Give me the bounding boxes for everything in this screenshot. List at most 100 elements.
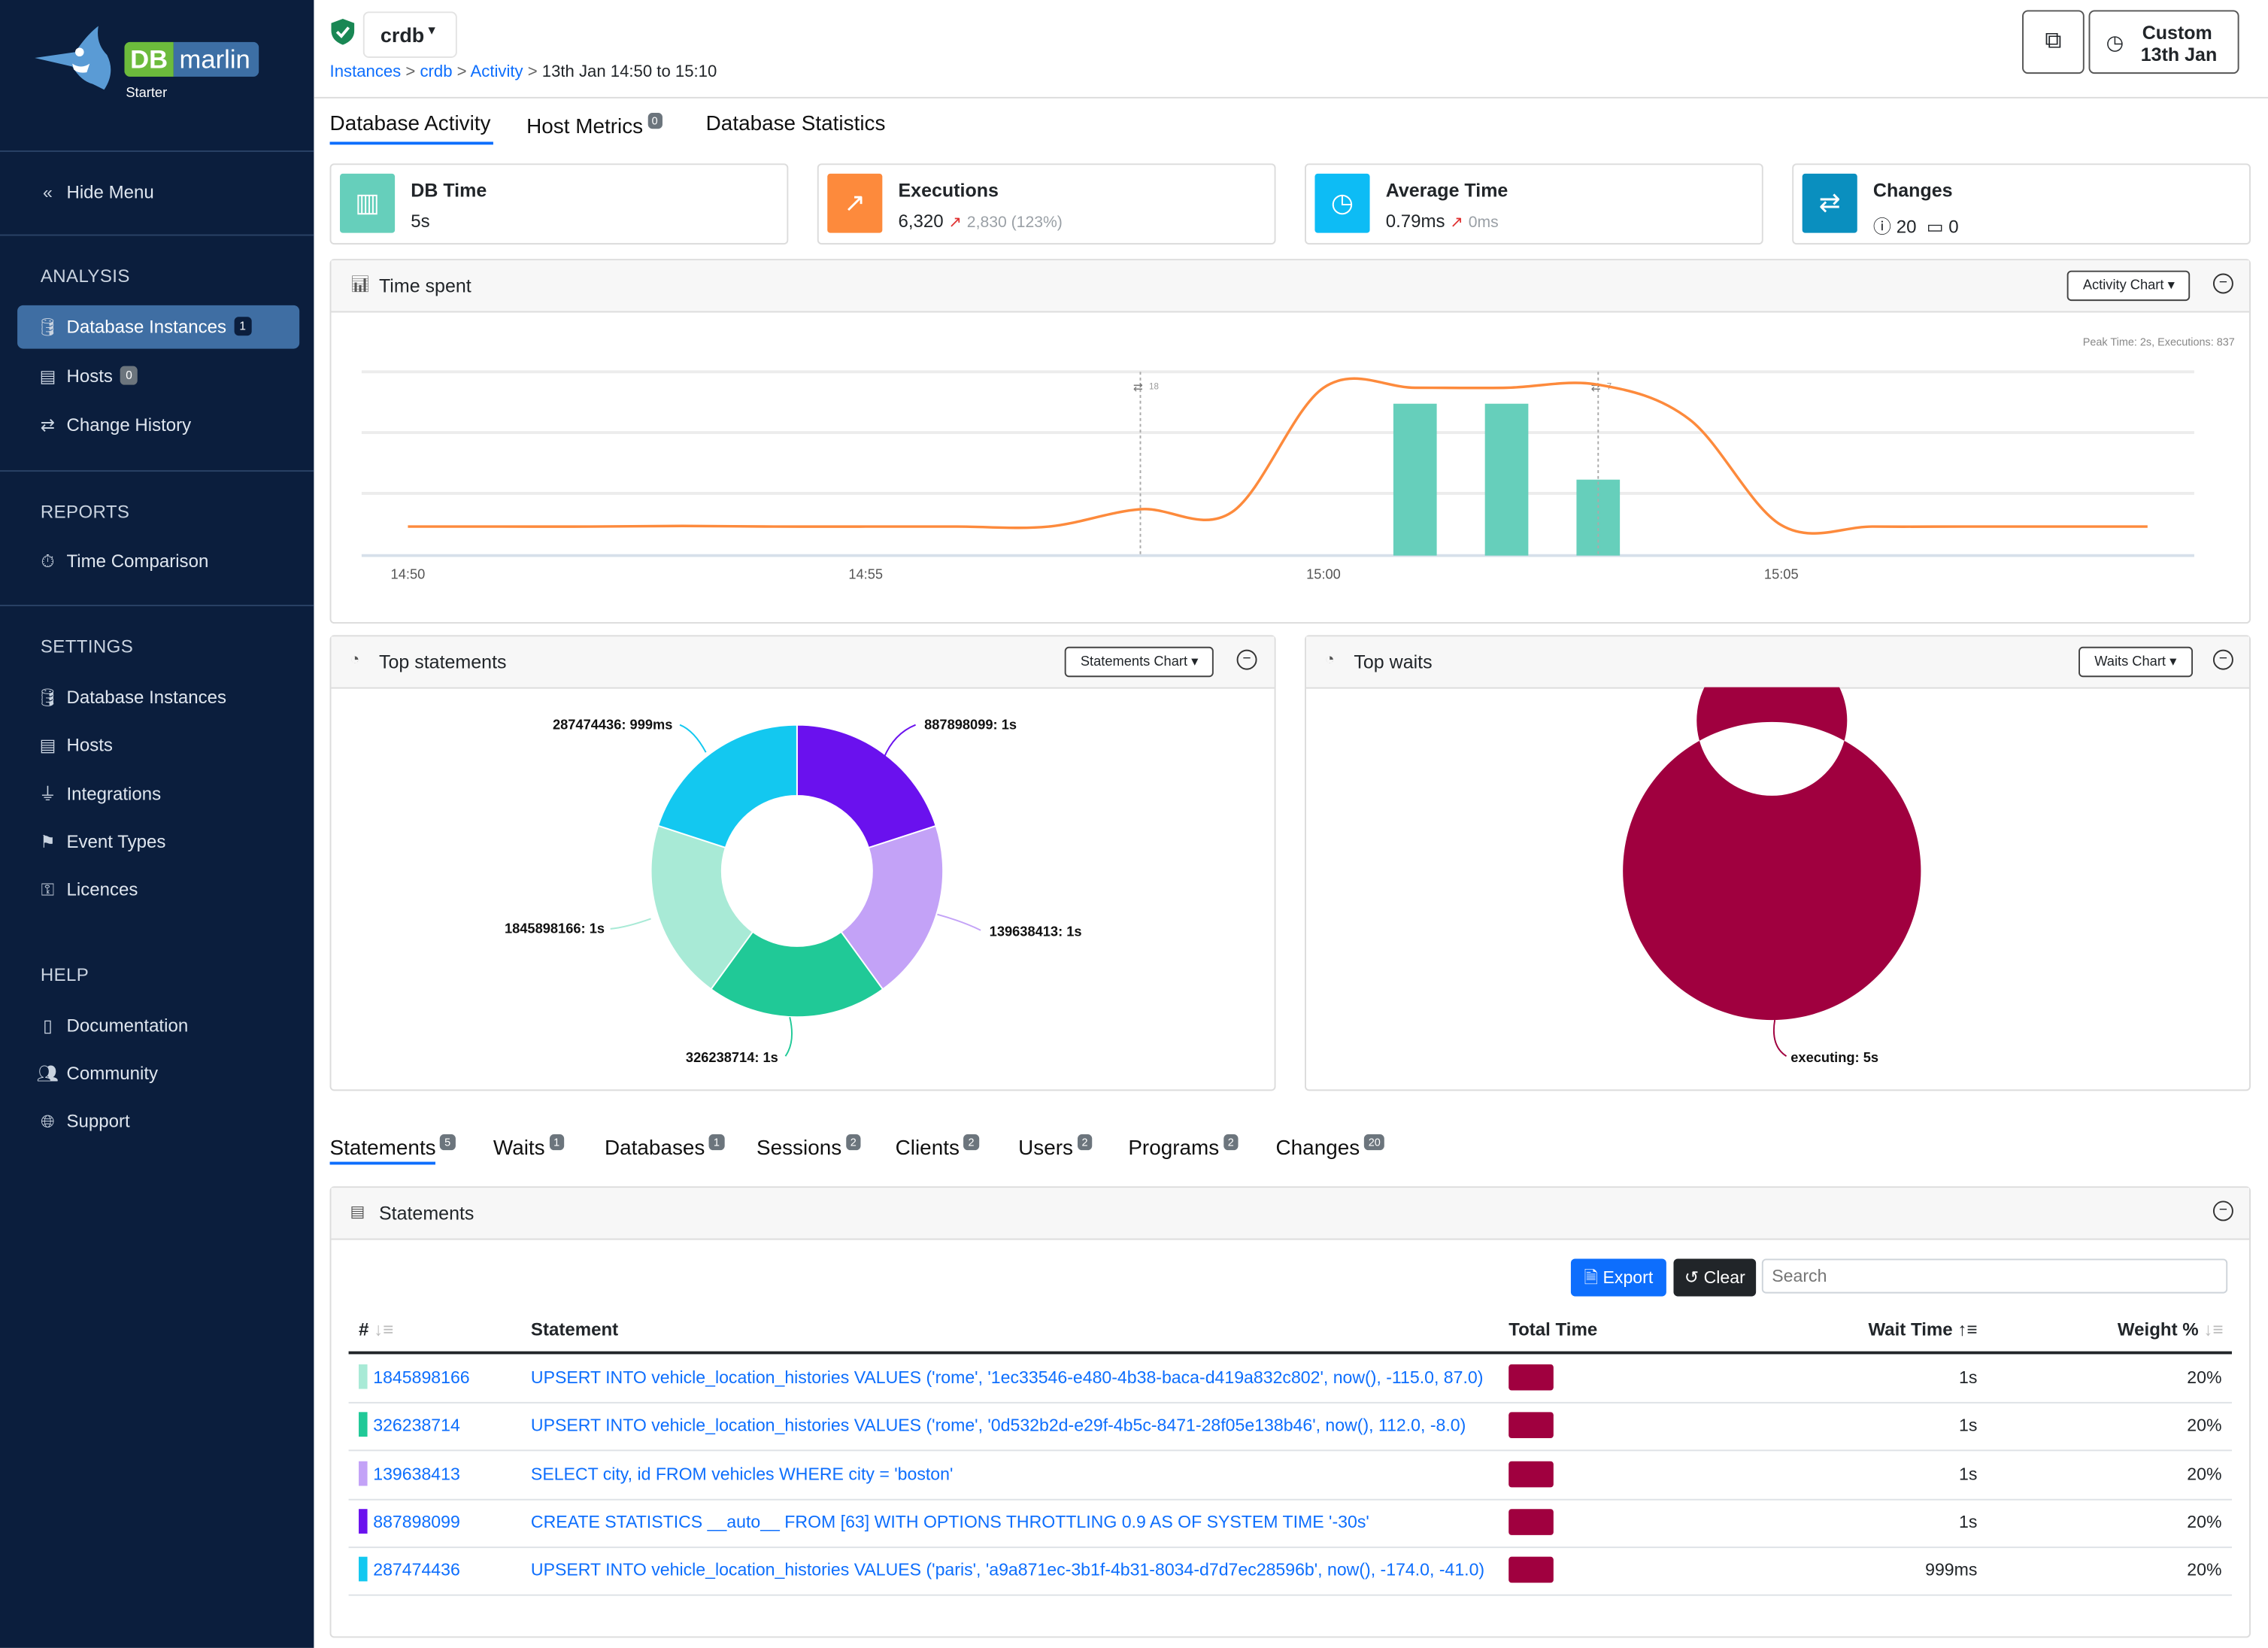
- tab-label: Host Metrics: [526, 115, 644, 139]
- statement-text-link[interactable]: UPSERT INTO vehicle_location_histories V…: [530, 1559, 1485, 1580]
- statement-id-link[interactable]: 887898099: [373, 1511, 460, 1532]
- color-swatch: [359, 1460, 368, 1486]
- logo[interactable]: [32, 23, 133, 103]
- arrow-up-icon: ↗: [948, 214, 963, 232]
- chevrons-left-icon: «: [43, 182, 53, 203]
- x-tick-label: 14:55: [848, 566, 883, 581]
- statement-id-link[interactable]: 139638413: [373, 1463, 460, 1484]
- tab-clients[interactable]: Clients 2: [896, 1134, 979, 1161]
- change-marker-count: 18: [1149, 382, 1159, 391]
- donut-slice[interactable]: [1623, 687, 1921, 1020]
- sidebar-item-hosts[interactable]: ▤ Hosts 0: [17, 354, 299, 398]
- sidebar-item-database-instances[interactable]: 🛢︎ Database Instances: [17, 675, 299, 719]
- wait-time: 1s: [1959, 1367, 1978, 1388]
- collapse-button[interactable]: −: [2212, 1200, 2233, 1222]
- time-range-line2: 13th Jan: [2140, 43, 2218, 65]
- table-row: 1845898166 UPSERT INTO vehicle_location_…: [348, 1354, 2232, 1404]
- column-header-statement[interactable]: Statement: [530, 1319, 619, 1340]
- activity-chart-dropdown[interactable]: Activity Chart ▾: [2066, 270, 2191, 302]
- column-header-wait-time[interactable]: Wait Time ↑≡: [1868, 1319, 1977, 1340]
- instance-dropdown[interactable]: crdb ▾: [362, 11, 457, 58]
- chart-icon: 📊︎: [350, 276, 371, 294]
- tab-waits[interactable]: Waits 1: [493, 1134, 564, 1161]
- breadcrumb-instances[interactable]: Instances: [329, 63, 402, 81]
- clear-button[interactable]: ↺ Clear: [1673, 1258, 1757, 1297]
- sort-icon: ↓≡: [374, 1319, 394, 1340]
- sidebar-item-database-instances[interactable]: 🛢︎ Database Instances 1: [17, 305, 300, 349]
- sidebar-item-event-types[interactable]: ⚑ Event Types: [17, 821, 299, 864]
- hide-menu-button[interactable]: « Hide Menu: [17, 171, 299, 214]
- donut-slice[interactable]: [650, 824, 754, 991]
- statement-id-link[interactable]: 1845898166: [373, 1367, 470, 1388]
- breadcrumb-activity[interactable]: Activity: [470, 63, 523, 81]
- logo-marlin: marlin: [173, 41, 259, 77]
- sidebar-item-label: Database Instances: [66, 317, 227, 338]
- collapse-button[interactable]: −: [2212, 649, 2233, 670]
- sidebar-item-change-history[interactable]: ⇄ Change History: [17, 404, 299, 448]
- sidebar-item-integrations[interactable]: ⏚ Integrations: [17, 772, 299, 816]
- db-time-bar[interactable]: [1484, 403, 1529, 556]
- search-input[interactable]: [1761, 1258, 2228, 1294]
- sidebar-item-label: Change History: [66, 415, 192, 436]
- donut-slice[interactable]: [710, 930, 884, 1018]
- tab-label: Waits: [493, 1137, 545, 1161]
- time-range-button[interactable]: ◷ Custom 13th Jan: [2088, 10, 2239, 74]
- tab-statements[interactable]: Statements 5: [330, 1134, 455, 1161]
- waits-chart-dropdown[interactable]: Waits Chart ▾: [2078, 646, 2193, 678]
- db-time-bar[interactable]: [1393, 403, 1437, 556]
- statement-id-link[interactable]: 326238714: [373, 1415, 460, 1436]
- statement-text-link[interactable]: UPSERT INTO vehicle_location_histories V…: [530, 1367, 1484, 1388]
- column-header-total-time[interactable]: Total Time: [1508, 1319, 1598, 1340]
- sidebar-item-time-comparison[interactable]: ⏱︎ Time Comparison: [17, 539, 299, 583]
- sidebar-item-hosts[interactable]: ▤ Hosts: [17, 724, 299, 767]
- donut-slice[interactable]: [840, 824, 944, 991]
- table-header-border: [348, 1351, 2232, 1355]
- column-label: Wait Time: [1868, 1319, 1953, 1340]
- tab-changes[interactable]: Changes 20: [1276, 1134, 1385, 1161]
- collapse-button[interactable]: −: [2212, 273, 2233, 294]
- column-header-weight[interactable]: Weight % ↓≡: [2118, 1319, 2224, 1340]
- arrows-exchange-icon: ⇄: [1802, 173, 1857, 233]
- top-statements-donut: 887898099: 1s 139638413: 1s 326238714: 1s 1…: [505, 716, 1082, 1064]
- donut-slice[interactable]: [656, 724, 798, 849]
- tab-badge: 1: [549, 1134, 564, 1151]
- export-button[interactable]: 🗎︎ Export: [1570, 1258, 1666, 1297]
- sidebar-item-licences[interactable]: ⚿ Licences: [17, 868, 299, 912]
- card-title: Changes: [1872, 179, 1953, 202]
- sidebar-item-community[interactable]: 👥︎ Community: [17, 1052, 299, 1095]
- tab-sessions[interactable]: Sessions 2: [757, 1134, 861, 1161]
- peak-annotation: Peak Time: 2s, Executions: 837: [2082, 335, 2235, 349]
- tab-host-metrics[interactable]: Host Metrics 0: [526, 113, 663, 139]
- sidebar-item-support[interactable]: 🌐︎ Support: [17, 1100, 299, 1143]
- logo-wordmark: DB marlin: [124, 41, 259, 77]
- x-tick-label: 14:50: [391, 566, 426, 581]
- top-waits-donut: executing: 5s: [1623, 687, 1921, 1065]
- statements-chart-dropdown[interactable]: Statements Chart ▾: [1064, 646, 1214, 678]
- statement-id-link[interactable]: 287474436: [373, 1559, 460, 1580]
- breadcrumb-crdb[interactable]: crdb: [420, 63, 453, 81]
- sidebar-item-documentation[interactable]: ▯ Documentation: [17, 1004, 299, 1048]
- collapse-button[interactable]: −: [1236, 649, 1257, 670]
- divider: [0, 605, 314, 606]
- column-header-number[interactable]: # ↓≡: [359, 1319, 393, 1340]
- statement-text-link[interactable]: UPSERT INTO vehicle_location_histories V…: [530, 1415, 1466, 1436]
- donut-slice[interactable]: [796, 724, 937, 849]
- tab-users[interactable]: Users 2: [1018, 1134, 1093, 1161]
- tab-badge: 2: [1077, 1134, 1093, 1151]
- total-time-bar: [1508, 1509, 1554, 1535]
- sort-asc-icon: ↑≡: [1957, 1319, 1978, 1340]
- column-label: Weight %: [2117, 1319, 2199, 1340]
- copy-button[interactable]: ⧉: [2022, 10, 2085, 74]
- people-icon: 👥︎: [36, 1063, 59, 1084]
- change-marker-icon[interactable]: ⇄: [1133, 381, 1143, 393]
- tab-database-activity[interactable]: Database Activity: [330, 113, 491, 136]
- tab-programs[interactable]: Programs 2: [1128, 1134, 1239, 1161]
- sidebar-item-label: Licences: [66, 879, 138, 900]
- tab-database-statistics[interactable]: Database Statistics: [706, 113, 886, 136]
- statement-text-link[interactable]: CREATE STATISTICS __auto__ FROM [63] WIT…: [530, 1511, 1369, 1532]
- statement-text-link[interactable]: SELECT city, id FROM vehicles WHERE city…: [530, 1463, 954, 1484]
- card-delta: 2,830 (123%): [966, 214, 1063, 232]
- label-leader-line: [610, 918, 651, 930]
- tab-databases[interactable]: Databases 1: [605, 1134, 724, 1161]
- column-label: #: [359, 1319, 369, 1340]
